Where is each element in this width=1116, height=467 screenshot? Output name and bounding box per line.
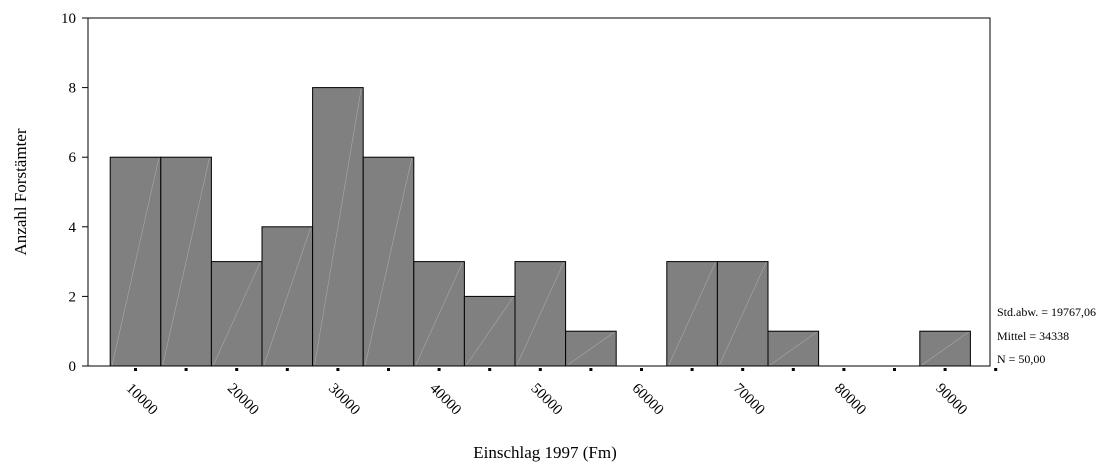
x-tick-70000: [741, 368, 745, 371]
bars-group: [109, 87, 971, 367]
bar-hatch-8: [516, 262, 564, 366]
y-tick-label-3: 6: [69, 150, 77, 166]
bar-hatch-0: [111, 158, 160, 366]
bar-hatch-11: [668, 262, 716, 366]
bar-hatch-12: [719, 262, 767, 366]
x-tick-label-4: 50000: [527, 381, 565, 419]
x-tick-20000: [235, 368, 239, 371]
x-tick-35000: [387, 368, 390, 371]
bar-hatch-3: [263, 227, 311, 366]
x-tick-label-0: 10000: [123, 381, 161, 419]
x-tick-label-3: 40000: [426, 381, 464, 419]
x-tick-50000: [538, 368, 542, 371]
bar-hatch-4: [314, 88, 362, 366]
x-tick-75000: [791, 368, 795, 371]
bar-hatch-13: [769, 331, 817, 366]
x-tick-60000: [640, 368, 643, 371]
stat-mean: Mittel = 34338: [997, 329, 1070, 343]
bar-hatch-16: [921, 331, 969, 366]
x-tick-30000: [336, 368, 340, 371]
x-tick-95000: [994, 368, 998, 371]
y-axis-label: Anzahl Forstämter: [11, 128, 30, 255]
y-tick-label-1: 2: [69, 289, 77, 305]
x-tick-label-7: 80000: [831, 381, 869, 419]
x-tick-85000: [893, 368, 896, 371]
bar-hatch-2: [213, 262, 261, 366]
x-tick-90000: [943, 368, 947, 371]
x-tick-label-1: 20000: [224, 381, 262, 419]
y-axis: 0 2 4 6 8 10: [61, 11, 88, 375]
bar-hatch-7: [466, 297, 514, 366]
stat-std: Std.abw. = 19767,06: [997, 305, 1096, 319]
x-tick-40000: [437, 368, 441, 371]
x-tick-label-8: 90000: [932, 381, 970, 419]
x-axis: 10000 20000 30000 40000 50000 60000 70000 80000…: [123, 368, 998, 418]
x-tick-label-5: 60000: [629, 381, 667, 419]
x-tick-25000: [285, 368, 289, 371]
bar-hatch-6: [415, 262, 463, 366]
x-tick-55000: [589, 368, 593, 371]
bar-hatch-9: [567, 331, 615, 366]
x-axis-label: Einschlag 1997 (Fm): [473, 443, 617, 462]
histogram-bar-0: [109, 156, 162, 367]
bar-hatch-1: [162, 158, 210, 366]
y-tick-label-4: 8: [69, 81, 77, 97]
stat-n: N = 50,00: [997, 352, 1046, 366]
bar-hatch-5: [364, 158, 413, 366]
x-tick-45000: [488, 368, 492, 371]
y-tick-label-0: 0: [69, 359, 77, 375]
x-tick-65000: [690, 368, 694, 371]
x-tick-label-2: 30000: [325, 381, 363, 419]
x-tick-80000: [842, 368, 846, 371]
y-tick-label-5: 10: [61, 11, 76, 27]
x-tick-label-6: 70000: [730, 381, 768, 419]
y-tick-label-2: 4: [69, 220, 77, 236]
x-tick-10000: [134, 368, 137, 371]
x-tick-15000: [184, 368, 188, 371]
